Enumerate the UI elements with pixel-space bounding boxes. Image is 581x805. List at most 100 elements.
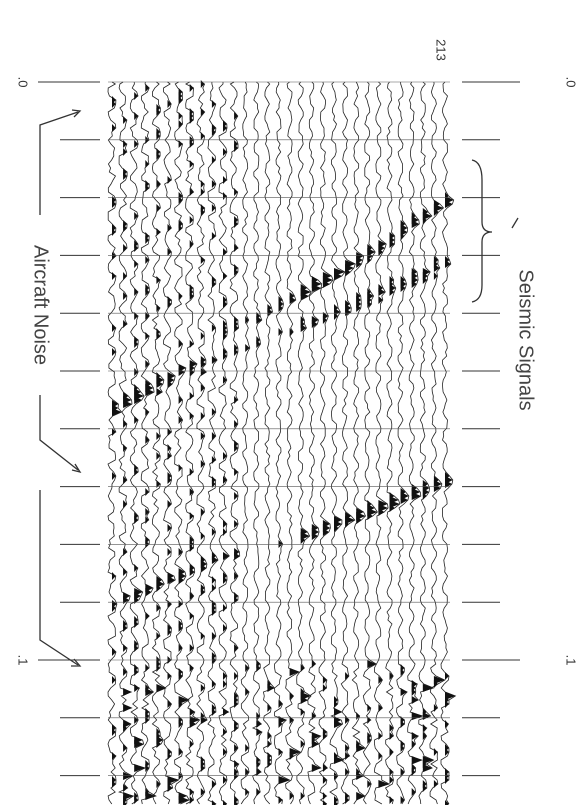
- trace-fill: [189, 544, 194, 552]
- trace-fill: [234, 644, 239, 652]
- trace-fill: [178, 672, 183, 680]
- trace-fill: [289, 328, 294, 336]
- trace-fill: [211, 100, 216, 108]
- trace-fill: [145, 256, 150, 264]
- trace: [185, 81, 201, 805]
- trace-fill: [278, 540, 283, 548]
- trace-fill: [189, 788, 194, 796]
- trace-fill: [211, 456, 216, 464]
- trace-fill: [433, 484, 441, 492]
- trace-fill: [234, 220, 238, 228]
- trace-fill: [345, 752, 350, 760]
- trace-fill: [156, 480, 161, 488]
- trace-fill: [211, 232, 216, 240]
- trace-fill: [156, 780, 161, 788]
- trace: [318, 81, 334, 805]
- trace-fill: [145, 488, 150, 496]
- trace-fill: [411, 696, 419, 704]
- trace-fill: [112, 408, 122, 416]
- trace-fill: [200, 188, 205, 196]
- trace-fill: [123, 140, 127, 148]
- trace-fill: [123, 744, 127, 752]
- trace-fill: [245, 788, 249, 796]
- trace-fill: [234, 772, 238, 780]
- trace-fill: [389, 504, 395, 512]
- trace-fill: [123, 720, 131, 728]
- trace-fill: [234, 420, 238, 428]
- trace-fill: [156, 108, 161, 116]
- trace-fill: [189, 84, 194, 92]
- time-label: .1: [16, 655, 31, 666]
- trace-fill: [400, 668, 405, 676]
- trace-fill: [345, 768, 350, 776]
- trace-fill: [411, 768, 416, 776]
- trace-fill: [112, 124, 116, 132]
- trace-fill: [211, 584, 216, 592]
- trace-fill: [334, 756, 344, 764]
- trace-fill: [200, 208, 205, 216]
- trace-fill: [223, 776, 227, 784]
- trace-fill: [145, 160, 149, 168]
- trace-fill: [156, 380, 163, 388]
- trace-fill: [145, 360, 150, 368]
- trace-fill: [367, 704, 371, 712]
- trace-fill: [267, 740, 272, 748]
- trace-fill: [134, 244, 139, 252]
- trace-fill: [256, 768, 262, 776]
- trace: [196, 81, 208, 805]
- trace-fill: [123, 272, 127, 280]
- trace-fill: [300, 324, 307, 332]
- trace-fill: [223, 124, 227, 132]
- trace-fill: [112, 100, 116, 108]
- trace-fill: [445, 720, 449, 728]
- trace-fill: [445, 800, 449, 805]
- trace-fill: [167, 776, 179, 784]
- bracket-line: [39, 490, 79, 666]
- trace-fill: [300, 536, 305, 544]
- trace-fill: [445, 480, 452, 488]
- trace-fill: [411, 756, 422, 764]
- trace-fill: [445, 776, 449, 784]
- trace-fill: [178, 292, 183, 300]
- trace-fill: [234, 348, 238, 356]
- trace-fill: [234, 492, 239, 500]
- trace-fill: [123, 704, 132, 712]
- trace-fill: [367, 716, 371, 724]
- trace-fill: [200, 764, 205, 772]
- annotation: Aircraft Noise: [30, 245, 52, 365]
- trace: [307, 81, 323, 805]
- trace-fill: [145, 312, 150, 320]
- trace-fill: [433, 676, 445, 684]
- trace-fill: [145, 436, 150, 444]
- trace-fill: [256, 664, 261, 672]
- trace-fill: [345, 744, 349, 752]
- trace-fill: [211, 128, 216, 136]
- trace-fill: [123, 800, 127, 805]
- trace-fill: [211, 432, 216, 440]
- trace-fill: [189, 612, 194, 620]
- trace-fill: [156, 452, 161, 460]
- trace-fill: [211, 280, 216, 288]
- trace-fill: [445, 748, 449, 756]
- trace-fill: [234, 268, 238, 276]
- trace-fill: [445, 200, 453, 208]
- trace-fill: [334, 720, 343, 728]
- trace-fill: [167, 248, 172, 256]
- trace-fill: [167, 672, 172, 680]
- trace-fill: [267, 308, 273, 316]
- trace-fill: [167, 300, 172, 308]
- trace-fill: [178, 416, 183, 424]
- trace-fill: [234, 572, 238, 580]
- trace-fill: [178, 368, 185, 376]
- trace-fill: [134, 212, 139, 220]
- trace-fill: [134, 368, 139, 376]
- time-label: .1: [564, 655, 579, 666]
- trace-fill: [311, 284, 321, 292]
- trace: [151, 81, 167, 805]
- trace: [440, 81, 457, 805]
- trace-fill: [411, 712, 423, 720]
- trace: [140, 81, 157, 805]
- trace-fill: [156, 632, 160, 640]
- trace-fill: [256, 340, 261, 348]
